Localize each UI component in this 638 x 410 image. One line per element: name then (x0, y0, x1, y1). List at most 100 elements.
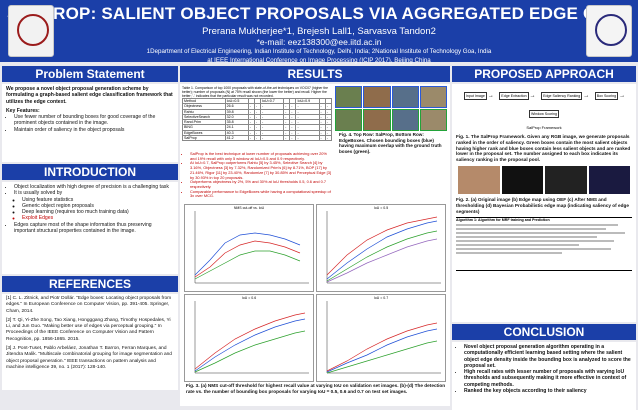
table-cell: SalProp (182, 135, 226, 142)
fig4-grid (335, 86, 447, 131)
series-line (194, 240, 301, 278)
plot-c-svg (194, 301, 309, 374)
table-cell: - (289, 135, 297, 142)
table-body: Objectness 26.6- - - - - - - - Rahtu 39.8- - - - - - - - S… (182, 103, 333, 142)
plot-b-title: IoU = 0.5 (373, 206, 389, 210)
results-table: Method IoU=0.5 IoU=0.7 IoU=0.9 Objectnes… (182, 97, 333, 142)
result-thumb (391, 86, 419, 108)
algorithm-lines (456, 224, 632, 255)
pipeline-label: SalProp Framework (526, 125, 562, 130)
text-line (456, 224, 618, 227)
nit-seal-icon (595, 14, 627, 46)
text-line (456, 240, 615, 243)
list-item: Generic object region proposals (22, 203, 174, 209)
key-features-label: Key Features: (6, 107, 40, 114)
key-features-list: Use fewer number of bounding boxes for g… (6, 114, 174, 133)
reference-1: [1] C. L. Zitnick, and Piotr Dollár. "Ed… (6, 296, 172, 314)
series-line (326, 328, 438, 373)
fig2-caption: Fig. 2. (a) Original image (b) Edge map … (456, 196, 629, 214)
arrow-right-icon: → (487, 92, 494, 99)
pipeline-stage: Box Scoring (594, 91, 619, 100)
series-line (326, 220, 438, 280)
plot-c: IoU = 0.6 (184, 294, 314, 382)
nit-goa-logo (586, 5, 632, 57)
proposed-approach-heading: PROPOSED APPROACH (452, 66, 636, 82)
list-item: Using feature statistics (22, 197, 174, 203)
fig4-caption: Fig. 4. Top Row: SalProp, Bottom Row: Ed… (339, 132, 442, 154)
reference-2: [2] T. Qi, Yi-Zhe Song, Tao Xiang, Hongg… (6, 317, 171, 342)
table-cell: - (324, 135, 333, 142)
list-item: Exploit Edges (22, 215, 174, 221)
text-line (456, 228, 606, 231)
table-block: Table 1. Comparison of top 1000 proposal… (182, 86, 333, 142)
arrow-right-icon: → (619, 92, 626, 99)
conclusion-body: Novel object proposal generation algorit… (452, 342, 636, 410)
fig4-block: Fig. 4. Top Row: SalProp, Bottom Row: Ed… (335, 86, 447, 155)
introduction-heading: INTRODUCTION (2, 164, 178, 180)
result-thumb (391, 109, 419, 131)
pipeline-stage: Window Scoring (529, 109, 559, 118)
pipeline-stage: Edge Extraction (499, 91, 529, 100)
email: *e-mail: eez138300@ee.iitd.ac.in (256, 37, 382, 47)
arrow-right-icon: → (583, 92, 590, 99)
list-item: Edges capture most of the shape informat… (14, 222, 174, 235)
text-line (456, 244, 580, 247)
problem-statement-body: We propose a novel object proposal gener… (2, 84, 178, 162)
series-line (326, 322, 438, 372)
series-line (326, 216, 438, 276)
list-item: Novel object proposal generation algorit… (464, 344, 632, 369)
conclusion-heading: CONCLUSION (452, 324, 636, 340)
table-row: Rand.Prim 35.8- - - - - - - - (182, 119, 333, 126)
list-item: Comparable performance to EdgeBoxes whil… (190, 189, 333, 199)
plot-d: IoU = 0.7 (316, 294, 446, 382)
pipeline-stage: Input Image (463, 91, 487, 100)
list-item: It is usually solved by Using feature st… (14, 190, 174, 221)
result-thumb (335, 109, 363, 131)
text-line (456, 232, 625, 235)
center-column: RESULTS Table 1. Comparison of top 1000 … (180, 64, 450, 406)
text-line (456, 252, 562, 255)
conclusion-list: Novel object proposal generation algorit… (456, 344, 632, 394)
table-row: SalProp 41.2- - - - - - - - (182, 135, 333, 142)
problem-statement-heading: Problem Statement (2, 66, 178, 82)
figure-image (458, 165, 500, 194)
reference-3: [3] J. Pont-Tuset, Pablo Arbeláez, Jonat… (6, 346, 172, 370)
plot-a-title: NMS cut-off vs. IoU (233, 206, 265, 210)
iit-delhi-logo (8, 5, 54, 57)
affiliation-line-2: at IEEE International Conference on Imag… (207, 56, 431, 64)
list-item: High recall rates with lesser number of … (464, 369, 632, 388)
series-line (194, 318, 306, 372)
list-item: Deep learning (requires too much trainin… (22, 209, 174, 215)
table-cell: 41.2 (224, 135, 249, 142)
fig3-caption: Fig. 3. (a) NMS cut-off threshold for hi… (186, 383, 446, 394)
result-thumb (363, 109, 391, 131)
result-thumb (419, 86, 447, 108)
series-line (194, 250, 301, 280)
series-line (326, 340, 438, 374)
list-item: Object localization with high degree of … (14, 184, 174, 190)
left-column: Problem Statement We propose a novel obj… (2, 64, 178, 390)
approach-panel: Input Image → Edge Extraction → Edge Salie… (452, 84, 636, 322)
pipeline-stage: Edge Saliency Ranking (541, 91, 583, 100)
series-line (326, 230, 438, 282)
arrow-right-icon: → (529, 92, 536, 99)
iit-seal-icon (17, 14, 49, 46)
affiliation-line-1: 1Department of Electrical Engineering, I… (146, 48, 492, 55)
authors: Prerana Mukherjee*1, Brejesh Lall1, Sarv… (202, 26, 436, 37)
list-item: Maintain order of saliency in the object… (14, 127, 174, 133)
introduction-body: Object localization with high degree of … (2, 182, 178, 274)
series-line (326, 238, 438, 283)
series-line (194, 330, 306, 373)
algorithm-title: Algorithm 1: Algorithm for MRF training … (456, 218, 550, 223)
list-item: At IoU=0.7, SalProp outperforms Rahtu [5… (190, 161, 333, 180)
table-cell: - (247, 135, 255, 142)
result-thumb (363, 86, 391, 108)
plot-b-svg (326, 211, 441, 284)
list-item: SalProp is the best technique at lower n… (190, 151, 333, 161)
results-panel: Table 1. Comparison of top 1000 proposal… (180, 84, 450, 406)
intro-list: Object localization with high degree of … (6, 184, 174, 234)
list-item-text: It is usually solved by (14, 190, 63, 197)
problem-lead: We propose a novel object proposal gener… (6, 86, 173, 105)
pipeline: Input Image → Edge Extraction → Edge Salie… (452, 84, 636, 133)
